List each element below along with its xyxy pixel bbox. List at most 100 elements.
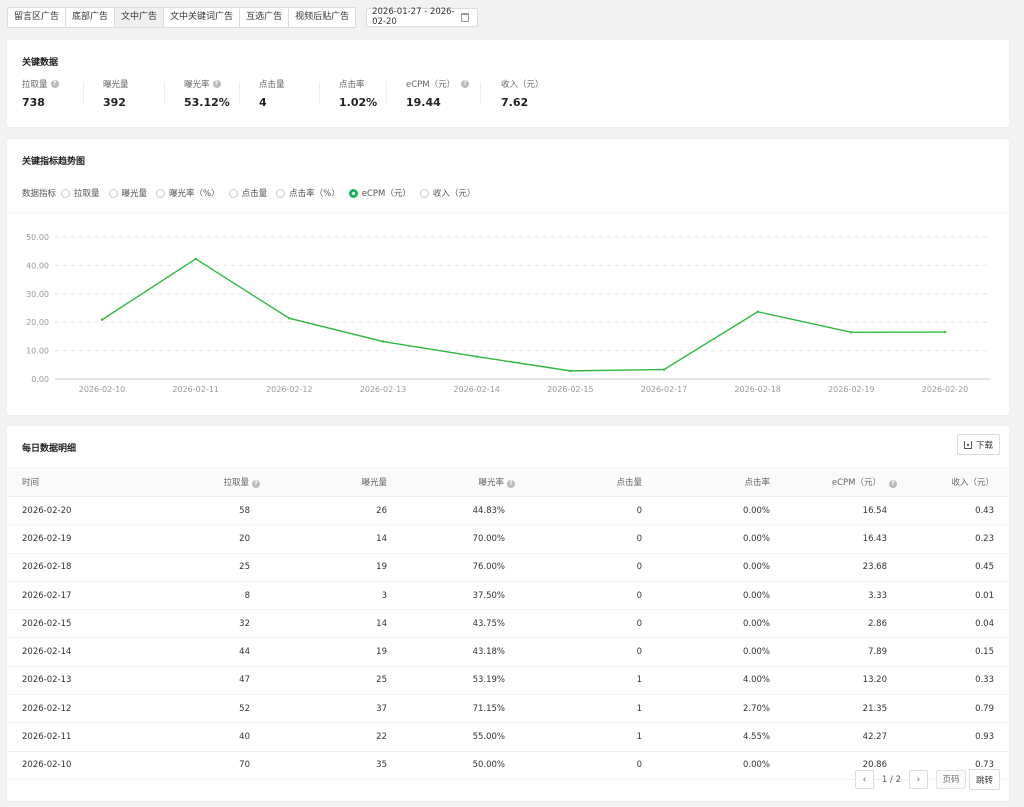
- divider: [164, 82, 165, 104]
- metric-label: 拉取量: [22, 80, 48, 90]
- next-page-button[interactable]: ›: [908, 770, 928, 789]
- table-row: 2026-02-19 20 14 70.00% 0 0.00% 16.43 0.23: [7, 524, 1009, 554]
- calendar-icon: [461, 12, 470, 22]
- divider: [239, 82, 240, 104]
- download-icon: [963, 440, 972, 449]
- prev-page-button[interactable]: ‹: [854, 770, 874, 789]
- cell-exposure: 14: [261, 524, 388, 554]
- metric-ctr: 点击率 1.02%: [320, 78, 387, 109]
- cell-clicks: 0: [516, 609, 643, 639]
- trend-line-chart: 0.00 10.00 20.00 30.00 40.00 50.00 2026-02-10 2…: [26, 233, 991, 394]
- cell-ecpm: 16.54: [771, 496, 898, 526]
- tab-keyword-ad[interactable]: 文中关键词广告: [164, 7, 241, 27]
- table-row: 2026-02-15 32 14 43.75% 0 0.00% 2.86 0.04: [7, 609, 1009, 639]
- table-row: 2026-02-10 70 35 50.00% 0 0.00% 20.86 0.73: [7, 751, 1009, 780]
- y-tick-label: 50.00: [26, 233, 49, 242]
- tab-video-ad[interactable]: 视频后贴广告: [295, 11, 350, 22]
- cell-exposure-rate: 43.75%: [388, 609, 516, 639]
- metric-exposure: 曝光量 392: [84, 78, 165, 109]
- daily-data-table: 时间 拉取量? 曝光量 曝光率? 点击量 点击率 eCPM（元）? 收入（元） …: [7, 467, 1009, 780]
- cell-pull: 40: [121, 722, 261, 752]
- cell-pull: 20: [121, 524, 261, 554]
- cell-income: 0.33: [898, 666, 1009, 696]
- page-number-input[interactable]: [935, 770, 966, 789]
- help-icon[interactable]: ?: [889, 480, 897, 488]
- cell-pull: 32: [121, 609, 261, 639]
- radio-icon: [61, 188, 71, 198]
- tab-mutual-ad[interactable]: 互选广告: [240, 7, 290, 27]
- radio-ctr[interactable]: 点击率（%）: [276, 187, 340, 199]
- cell-exposure-rate: 76.00%: [388, 553, 516, 582]
- divider: [7, 212, 1009, 213]
- metrics-row: 拉取量? 738 曝光量 392 曝光率? 53.12% 点击量 4 点击率 1…: [22, 78, 561, 109]
- cell-ctr: 0.00%: [643, 637, 771, 667]
- data-point: [381, 340, 385, 343]
- cell-clicks: 0: [516, 553, 643, 582]
- x-tick-label: 2026-02-10: [79, 385, 126, 394]
- radio-exposure-rate[interactable]: 曝光率（%）: [156, 187, 220, 199]
- cell-clicks: 0: [516, 751, 643, 780]
- radio-label: 点击率（%）: [289, 189, 340, 199]
- cell-exposure: 35: [261, 751, 388, 780]
- cell-ctr: 2.70%: [643, 694, 771, 724]
- radio-icon: [276, 188, 286, 198]
- table-row: 2026-02-20 58 26 44.83% 0 0.00% 16.54 0.43: [7, 496, 1009, 526]
- help-icon[interactable]: ?: [507, 480, 515, 488]
- y-tick-label: 30.00: [26, 290, 49, 299]
- col-header-exposure-rate: 曝光率?: [388, 467, 516, 497]
- cell-date: 2026-02-20: [7, 496, 121, 526]
- data-point: [943, 330, 947, 334]
- cell-date: 2026-02-10: [7, 751, 121, 780]
- download-button[interactable]: 下载: [956, 434, 1000, 455]
- cell-clicks: 0: [516, 581, 643, 611]
- cell-exposure: 22: [261, 722, 388, 752]
- cell-ctr: 0.00%: [643, 609, 771, 639]
- help-icon[interactable]: ?: [461, 80, 470, 88]
- table-row: 2026-02-11 40 22 55.00% 1 4.55% 42.27 0.93: [7, 722, 1009, 752]
- metric-value: 4: [259, 96, 267, 109]
- metric-selector-label: 数据指标: [22, 189, 57, 199]
- cell-income: 0.43: [898, 496, 1009, 526]
- divider: [83, 82, 84, 104]
- cell-ecpm: 2.86: [771, 609, 898, 639]
- radio-icon: [108, 188, 118, 198]
- jump-button[interactable]: 跳转: [968, 769, 1000, 790]
- table-row: 2026-02-12 52 37 71.15% 1 2.70% 21.35 0.79: [7, 694, 1009, 724]
- tab-bottom-ad[interactable]: 底部广告: [66, 7, 116, 27]
- radio-clicks[interactable]: 点击量: [228, 187, 267, 199]
- radio-pull[interactable]: 拉取量: [61, 187, 100, 199]
- table-row: 2026-02-14 44 19 43.18% 0 0.00% 7.89 0.15: [7, 637, 1009, 667]
- radio-ecpm[interactable]: eCPM（元）: [348, 187, 411, 199]
- data-point: [662, 368, 666, 371]
- y-tick-label: 10.00: [26, 347, 49, 356]
- tab-in-article-ad[interactable]: 文中广告: [115, 7, 165, 27]
- radio-icon: [228, 188, 238, 198]
- help-icon[interactable]: ?: [212, 80, 221, 88]
- radio-icon: [419, 188, 429, 198]
- cell-exposure: 26: [261, 496, 388, 526]
- cell-ctr: 0.00%: [643, 751, 771, 780]
- radio-label: 曝光量: [121, 189, 148, 199]
- cell-pull: 47: [121, 666, 261, 696]
- radio-income[interactable]: 收入（元）: [419, 187, 475, 199]
- x-tick-label: 2026-02-19: [828, 385, 875, 394]
- tab-comment-ad[interactable]: 留言区广告: [8, 7, 67, 27]
- help-icon[interactable]: ?: [50, 80, 59, 88]
- cell-pull: 58: [121, 496, 261, 526]
- metric-label: eCPM（元）: [406, 80, 456, 90]
- cell-clicks: 0: [516, 496, 643, 526]
- help-icon[interactable]: ?: [252, 480, 260, 488]
- metric-label: 收入（元）: [501, 80, 544, 90]
- radio-selected-icon: [348, 188, 358, 198]
- cell-clicks: 1: [516, 666, 643, 696]
- date-range-picker[interactable]: 2026-01-27 - 2026-02-20: [366, 7, 479, 27]
- trend-card: 关键指标趋势图 数据指标 拉取量 曝光量 曝光率（%） 点击量 点击率（%） e…: [7, 139, 1009, 415]
- y-tick-label: 40.00: [26, 261, 49, 270]
- radio-exposure[interactable]: 曝光量: [108, 187, 148, 199]
- table-row: 2026-02-17 8 3 37.50% 0 0.00% 3.33 0.01: [7, 581, 1009, 611]
- x-tick-label: 2026-02-14: [453, 385, 500, 394]
- cell-ctr: 0.00%: [643, 553, 771, 582]
- data-point: [194, 257, 197, 261]
- cell-ecpm: 16.43: [771, 524, 898, 554]
- cell-ecpm: 7.89: [771, 637, 898, 667]
